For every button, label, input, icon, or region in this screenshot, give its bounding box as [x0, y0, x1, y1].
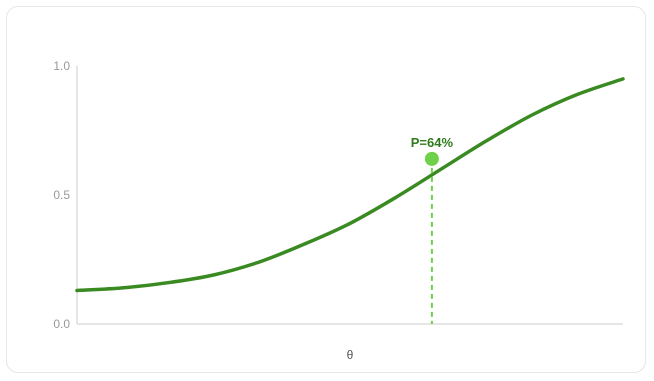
- y-tick-label: 0.5: [53, 188, 70, 202]
- marker-label: P=64%: [411, 135, 454, 150]
- series-line: [75, 77, 625, 293]
- y-tick-label: 0.0: [53, 317, 70, 331]
- chart-card: [6, 6, 646, 373]
- x-axis-label: θ: [347, 348, 354, 362]
- y-tick-label: 1.0: [53, 59, 70, 73]
- y-tick-labels: 0.0 0.5 1.0: [53, 59, 70, 331]
- marker-point[interactable]: [424, 151, 439, 166]
